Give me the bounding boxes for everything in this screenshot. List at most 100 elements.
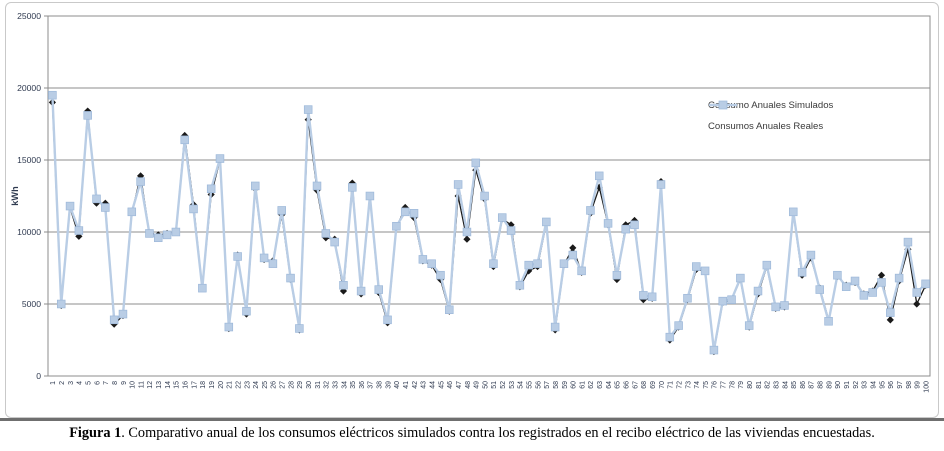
data-point-marker: [295, 324, 304, 333]
y-axis-title: kWh: [10, 186, 20, 206]
x-tick-label: 89: [826, 381, 833, 389]
data-point-marker: [471, 158, 481, 168]
x-tick-label: 50: [482, 381, 489, 389]
data-point-marker: [797, 268, 807, 277]
data-point-marker: [700, 266, 710, 276]
y-tick-label: 25000: [17, 11, 41, 21]
data-point-marker: [515, 281, 525, 290]
x-tick-label: 11: [138, 381, 145, 388]
data-point-marker: [339, 281, 348, 290]
x-tick-label: 26: [271, 381, 278, 389]
x-tick-label: 93: [862, 381, 869, 389]
x-tick-label: 71: [668, 381, 675, 389]
x-tick-label: 60: [571, 381, 578, 389]
data-point-marker: [242, 306, 251, 316]
x-tick-label: 30: [306, 381, 313, 389]
data-point-marker: [824, 317, 833, 326]
x-tick-label: 29: [297, 381, 304, 389]
caption-separator-line: [0, 418, 944, 421]
data-point-marker: [886, 308, 895, 317]
data-point-marker: [841, 282, 851, 291]
data-point-marker: [83, 111, 92, 120]
data-point-marker: [568, 250, 578, 260]
x-tick-label: 8: [112, 381, 119, 385]
data-point-marker: [815, 285, 824, 294]
x-tick-label: 12: [147, 381, 154, 389]
data-point-marker: [171, 227, 181, 237]
x-tick-label: 6: [94, 381, 101, 385]
x-tick-label: 73: [685, 381, 692, 389]
data-point-marker: [806, 250, 816, 260]
data-point-marker: [753, 286, 763, 296]
data-point-marker: [286, 273, 295, 283]
x-tick-label: 61: [579, 381, 586, 389]
data-point-marker: [647, 292, 657, 302]
x-tick-label: 53: [509, 381, 516, 389]
data-point-marker: [348, 179, 356, 187]
x-tick-label: 39: [385, 381, 392, 389]
data-point-marker: [762, 260, 772, 270]
x-tick-label: 3: [68, 381, 75, 385]
x-tick-label: 1: [50, 381, 57, 385]
y-tick-label: 20000: [17, 83, 41, 93]
x-tick-label: 42: [412, 381, 419, 389]
x-tick-label: 83: [773, 381, 780, 389]
x-tick-label: 77: [721, 381, 728, 389]
x-tick-label: 64: [606, 381, 613, 389]
data-point-marker: [886, 316, 894, 324]
data-point-marker: [603, 219, 613, 228]
data-point-marker: [154, 233, 163, 243]
x-tick-label: 87: [809, 381, 816, 389]
data-point-marker: [903, 237, 913, 247]
series-reales: [48, 90, 930, 355]
x-tick-label: 82: [765, 381, 772, 389]
data-point-marker: [109, 315, 119, 325]
x-tick-label: 44: [429, 381, 436, 389]
x-tick-label: 54: [518, 381, 525, 389]
x-tick-label: 25: [262, 381, 269, 389]
x-tick-label: 5: [85, 381, 92, 385]
x-tick-label: 72: [676, 381, 683, 389]
data-point-marker: [56, 299, 66, 309]
y-tick-labels: 0 5000 10000 15000 20000 25000: [17, 11, 41, 381]
data-point-marker: [877, 278, 886, 287]
data-point-marker: [780, 301, 789, 310]
data-point-marker: [665, 332, 675, 342]
data-point-marker: [683, 293, 692, 303]
data-point-marker: [480, 191, 489, 201]
data-point-marker: [418, 255, 428, 264]
x-tick-label: 75: [703, 381, 710, 389]
data-point-marker: [692, 262, 701, 271]
x-tick-label: 41: [403, 381, 410, 389]
data-point-marker: [744, 321, 754, 330]
data-point-marker: [489, 259, 498, 268]
data-point-marker: [215, 154, 225, 163]
x-tick-label: 81: [756, 381, 763, 389]
x-tick-label: 95: [879, 381, 886, 389]
data-point-marker: [913, 300, 921, 308]
data-point-marker: [180, 135, 189, 145]
data-point-marker: [392, 221, 401, 231]
legend-sample-reales-icon: [709, 100, 737, 110]
x-tick-label: 58: [553, 381, 560, 389]
x-tick-label: 99: [915, 381, 922, 389]
data-point-marker: [277, 206, 286, 215]
x-tick-label: 45: [438, 381, 445, 389]
x-tick-label: 7: [103, 381, 110, 385]
data-point-marker: [463, 235, 471, 243]
x-tick-label: 65: [615, 381, 622, 389]
data-point-marker: [136, 177, 145, 186]
x-tick-label: 48: [465, 381, 472, 389]
data-point-marker: [736, 273, 745, 283]
x-tick-label: 68: [641, 381, 648, 389]
x-tick-label: 70: [659, 381, 666, 389]
data-point-marker: [453, 180, 463, 189]
data-point-marker: [348, 183, 357, 192]
data-point-marker: [524, 260, 533, 270]
x-tick-label: 88: [818, 381, 825, 389]
data-point-marker: [365, 191, 375, 201]
x-tick-label: 27: [280, 381, 287, 389]
x-tick-label: 51: [491, 381, 498, 389]
x-tick-label: 57: [544, 381, 551, 389]
